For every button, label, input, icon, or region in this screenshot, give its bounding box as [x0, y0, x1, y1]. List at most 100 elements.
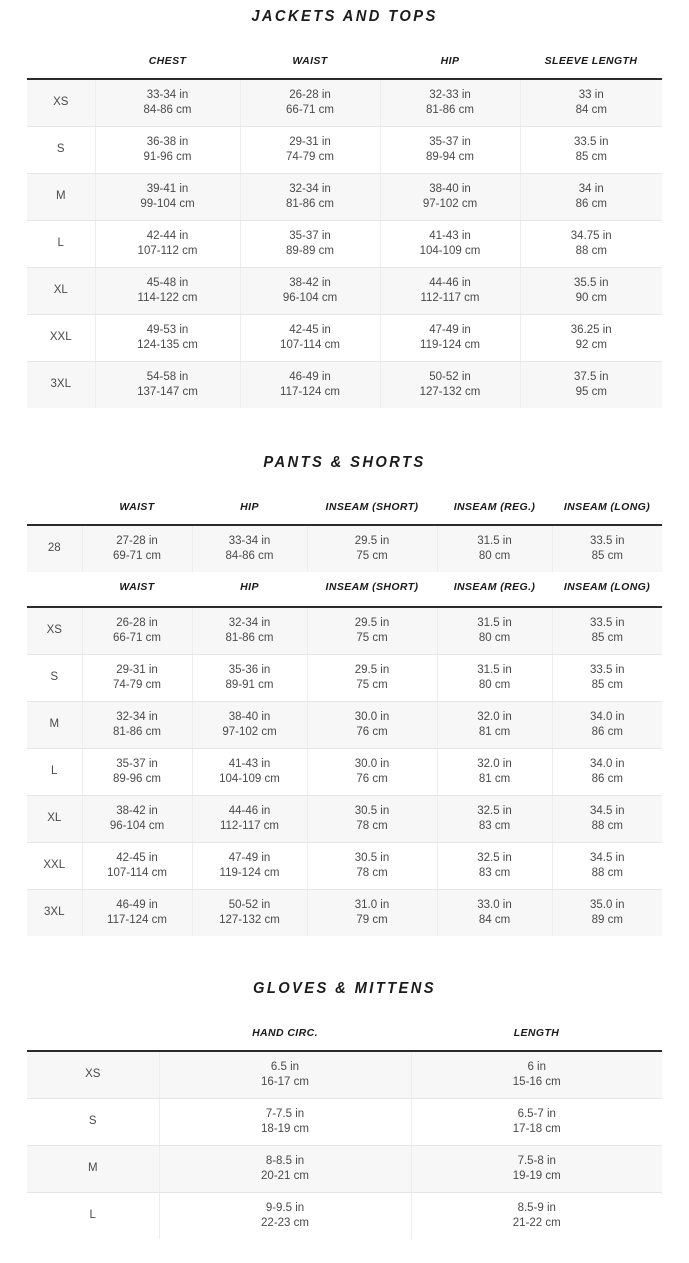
measurement-centimeters: 85 cm: [591, 632, 623, 644]
measurement-inches: 41-43 in: [228, 757, 271, 770]
measurement-cell: 38-40 in 97-102 cm: [380, 173, 521, 221]
measurement-centimeters: 69-71 cm: [113, 550, 161, 562]
col-header-sleeve-length: SLEEVE LENGTH: [520, 48, 662, 80]
col-header-inseam-reg-pants-top: INSEAM (REG.): [437, 494, 552, 526]
measurement-centimeters: 86 cm: [591, 726, 623, 738]
measurement-cell: 31.5 in 80 cm: [437, 607, 553, 655]
measurement-inches: 31.5 in: [477, 616, 512, 629]
measurement-inches: 36-38 in: [146, 135, 189, 148]
measurement-centimeters: 19-19 cm: [512, 1170, 561, 1182]
measurement-cell: 29-31 in 74-79 cm: [240, 126, 381, 174]
measurement-cell: 34.5 in 88 cm: [552, 842, 662, 890]
table-row: S 36-38 in 91-96 cm 29-31 in 74-79 cm 35-37 i…: [27, 126, 662, 174]
row-size-label: 3XL: [27, 889, 83, 936]
measurement-centimeters: 112-117 cm: [420, 292, 480, 304]
measurement-inches: 26-28 in: [289, 88, 331, 101]
measurement-inches: 41-43 in: [429, 229, 471, 242]
col-header-inseam-short-pants-top: INSEAM (SHORT): [307, 494, 437, 526]
table-gloves-and-mittens: HAND CIRC. LENGTH XS 6.5 in 16-17 cm 6 in 15…: [27, 1020, 662, 1239]
measurement-inches: 34.5 in: [589, 804, 625, 817]
measurement-centimeters: 137-147 cm: [137, 386, 198, 398]
measurement-cell: 37.5 in 95 cm: [520, 361, 662, 408]
measurement-centimeters: 127-132 cm: [419, 386, 481, 398]
measurement-centimeters: 97-102 cm: [422, 198, 478, 210]
measurement-cell: 42-45 in 107-114 cm: [240, 314, 381, 362]
measurement-centimeters: 74-79 cm: [113, 679, 161, 691]
measurement-inches: 30.5 in: [354, 804, 390, 817]
measurement-inches: 30.0 in: [354, 710, 390, 723]
measurement-centimeters: 97-102 cm: [222, 726, 277, 738]
measurement-cell: 30.5 in 78 cm: [307, 842, 438, 890]
measurement-centimeters: 21-22 cm: [512, 1217, 561, 1229]
measurement-inches: 42-45 in: [116, 851, 158, 864]
measurement-centimeters: 66-71 cm: [113, 632, 161, 644]
measurement-centimeters: 84 cm: [478, 914, 511, 926]
measurement-centimeters: 78 cm: [356, 820, 388, 832]
measurement-centimeters: 81-86 cm: [426, 104, 474, 116]
measurement-cell: 36-38 in 91-96 cm: [95, 126, 241, 174]
measurement-cell: 50-52 in 127-132 cm: [380, 361, 521, 408]
table-row: XS 6.5 in 16-17 cm 6 in 15-16 cm: [27, 1051, 662, 1099]
measurement-inches: 30.5 in: [354, 851, 390, 864]
measurement-cell: 8-8.5 in 20-21 cm: [159, 1145, 412, 1193]
measurement-centimeters: 78 cm: [356, 867, 388, 879]
measurement-inches: 46-49 in: [116, 898, 158, 911]
measurement-centimeters: 84-86 cm: [225, 550, 274, 562]
measurement-cell: 29-31 in 74-79 cm: [82, 654, 193, 702]
measurement-centimeters: 75 cm: [356, 679, 388, 691]
measurement-cell: 29.5 in 75 cm: [307, 607, 438, 655]
measurement-inches: 42-45 in: [289, 323, 331, 336]
row-size-label: 28: [27, 525, 83, 572]
table-body-gloves: XS 6.5 in 16-17 cm 6 in 15-16 cm S 7-7.5 in 18-…: [27, 1051, 662, 1239]
table-row: L 9-9.5 in 22-23 cm 8.5-9 in 21-22 cm: [27, 1192, 662, 1239]
measurement-inches: 26-28 in: [116, 616, 158, 629]
measurement-inches: 38-42 in: [116, 804, 158, 817]
measurement-cell: 35.5 in 90 cm: [520, 267, 662, 315]
measurement-cell: 32.0 in 81 cm: [437, 701, 553, 749]
measurement-cell: 46-49 in 117-124 cm: [82, 889, 193, 936]
measurement-centimeters: 86 cm: [591, 773, 623, 785]
measurement-centimeters: 89-94 cm: [426, 151, 474, 163]
measurement-cell: 33.5 in 85 cm: [552, 525, 662, 572]
measurement-centimeters: 83 cm: [478, 820, 511, 832]
col-header-hip-pants-main: HIP: [192, 572, 307, 608]
row-size-label: S: [27, 126, 96, 174]
measurement-centimeters: 119-124 cm: [219, 867, 280, 879]
measurement-cell: 33.0 in 84 cm: [437, 889, 553, 936]
measurement-centimeters: 75 cm: [356, 550, 388, 562]
page-title-pants: PANTS & SHORTS: [263, 454, 426, 471]
measurement-cell: 34.75 in 88 cm: [520, 220, 662, 268]
measurement-inches: 30.0 in: [354, 757, 390, 770]
col-header-size-pants-main: [27, 572, 82, 608]
measurement-centimeters: 99-104 cm: [140, 198, 195, 210]
measurement-cell: 42-45 in 107-114 cm: [82, 842, 193, 890]
row-size-label: M: [27, 1145, 160, 1193]
section-jackets-and-tops: JACKETS AND TOPS CHEST WAIST HIP SLEEVE …: [0, 0, 689, 454]
measurement-cell: 31.5 in 80 cm: [437, 654, 553, 702]
measurement-cell: 41-43 in 104-109 cm: [380, 220, 521, 268]
measurement-centimeters: 127-132 cm: [219, 914, 280, 926]
measurement-centimeters: 81 cm: [478, 773, 511, 785]
measurement-cell: 44-46 in 112-117 cm: [380, 267, 521, 315]
measurement-cell: 33 in 84 cm: [520, 79, 662, 127]
measurement-inches: 29.5 in: [354, 534, 390, 547]
measurement-inches: 35.0 in: [589, 898, 625, 911]
measurement-centimeters: 88 cm: [591, 820, 623, 832]
measurement-inches: 33.0 in: [477, 898, 512, 911]
col-header-inseam-reg-pants-main: INSEAM (REG.): [437, 572, 552, 608]
measurement-inches: 6.5-7 in: [517, 1107, 556, 1120]
measurement-cell: 35-37 in 89-94 cm: [380, 126, 521, 174]
measurement-centimeters: 89-89 cm: [286, 245, 334, 257]
measurement-centimeters: 81-86 cm: [286, 198, 334, 210]
measurement-cell: 32-34 in 81-86 cm: [240, 173, 381, 221]
measurement-cell: 42-44 in 107-112 cm: [95, 220, 241, 268]
measurement-centimeters: 107-114 cm: [280, 339, 340, 351]
table-pants-numeric-sizes: WAIST HIP INSEAM (SHORT) INSEAM (REG.) I…: [27, 494, 662, 572]
row-size-label: XXL: [27, 314, 96, 362]
measurement-inches: 32-34 in: [289, 182, 331, 195]
row-size-label: XS: [27, 79, 96, 127]
measurement-inches: 33.5 in: [589, 663, 625, 676]
measurement-cell: 29.5 in 75 cm: [307, 525, 438, 572]
measurement-cell: 36.25 in 92 cm: [520, 314, 662, 362]
measurement-cell: 35-37 in 89-96 cm: [82, 748, 193, 796]
